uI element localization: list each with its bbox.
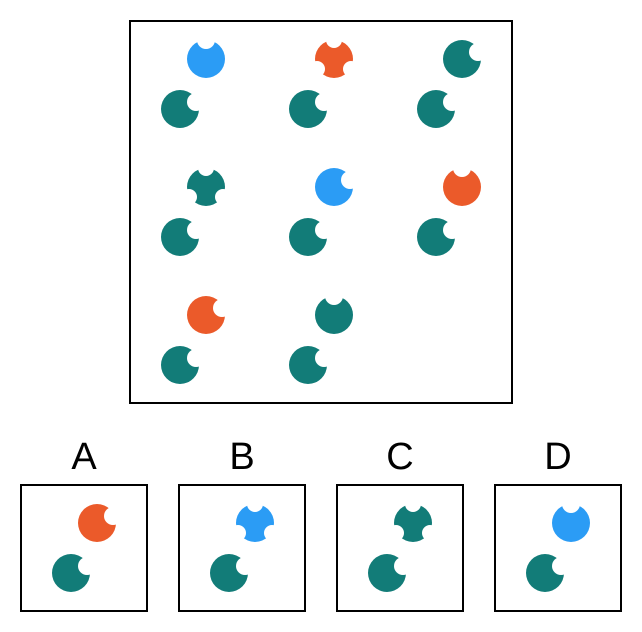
puzzle-matrix bbox=[129, 20, 513, 404]
option-a-box[interactable] bbox=[20, 484, 148, 612]
cell-5-top-bite-top-right-icon bbox=[315, 168, 359, 206]
option-d-bottom-bite-top-right-icon bbox=[526, 554, 570, 592]
cell-3-bottom-bite-top-right-icon bbox=[417, 90, 461, 128]
option-c-top-three-bites-icon bbox=[388, 496, 438, 542]
cell-7-bottom-bite-top-right-icon bbox=[161, 346, 205, 384]
option-a-bottom-bite-top-right-icon bbox=[52, 554, 96, 592]
cell-1-bottom-bite-top-right-icon bbox=[161, 90, 205, 128]
option-b-box[interactable] bbox=[178, 484, 306, 612]
option-c-box[interactable] bbox=[336, 484, 464, 612]
option-c-label: C bbox=[386, 436, 414, 478]
cell-1-top-bite-top-icon bbox=[187, 31, 225, 78]
cell-2-bottom-bite-top-right-icon bbox=[289, 90, 333, 128]
option-b-label: B bbox=[229, 436, 255, 478]
cell-4-bottom-bite-top-right-icon bbox=[161, 218, 205, 256]
option-d-top-bite-top-icon bbox=[552, 495, 590, 542]
option-b-top-three-bites-icon bbox=[230, 496, 280, 542]
cell-4-top-three-bites-icon bbox=[181, 160, 231, 206]
option-c-bottom-bite-top-right-icon bbox=[368, 554, 412, 592]
option-d-box[interactable] bbox=[494, 484, 622, 612]
option-a-label: A bbox=[71, 436, 97, 478]
cell-6-bottom-bite-top-right-icon bbox=[417, 218, 461, 256]
option-d-label: D bbox=[544, 436, 572, 478]
cell-3-top-bite-top-right-icon bbox=[443, 40, 487, 78]
cell-2-top-three-bites-icon bbox=[309, 32, 359, 78]
cell-8-bottom-bite-top-right-icon bbox=[289, 346, 333, 384]
option-a-top-bite-top-right-icon bbox=[78, 504, 122, 542]
cell-5-bottom-bite-top-right-icon bbox=[289, 218, 333, 256]
cell-7-top-bite-top-right-icon bbox=[187, 296, 231, 334]
cell-8-top-bite-top-icon bbox=[315, 287, 353, 334]
cell-6-top-bite-top-icon bbox=[443, 159, 481, 206]
option-b-bottom-bite-top-right-icon bbox=[210, 554, 254, 592]
